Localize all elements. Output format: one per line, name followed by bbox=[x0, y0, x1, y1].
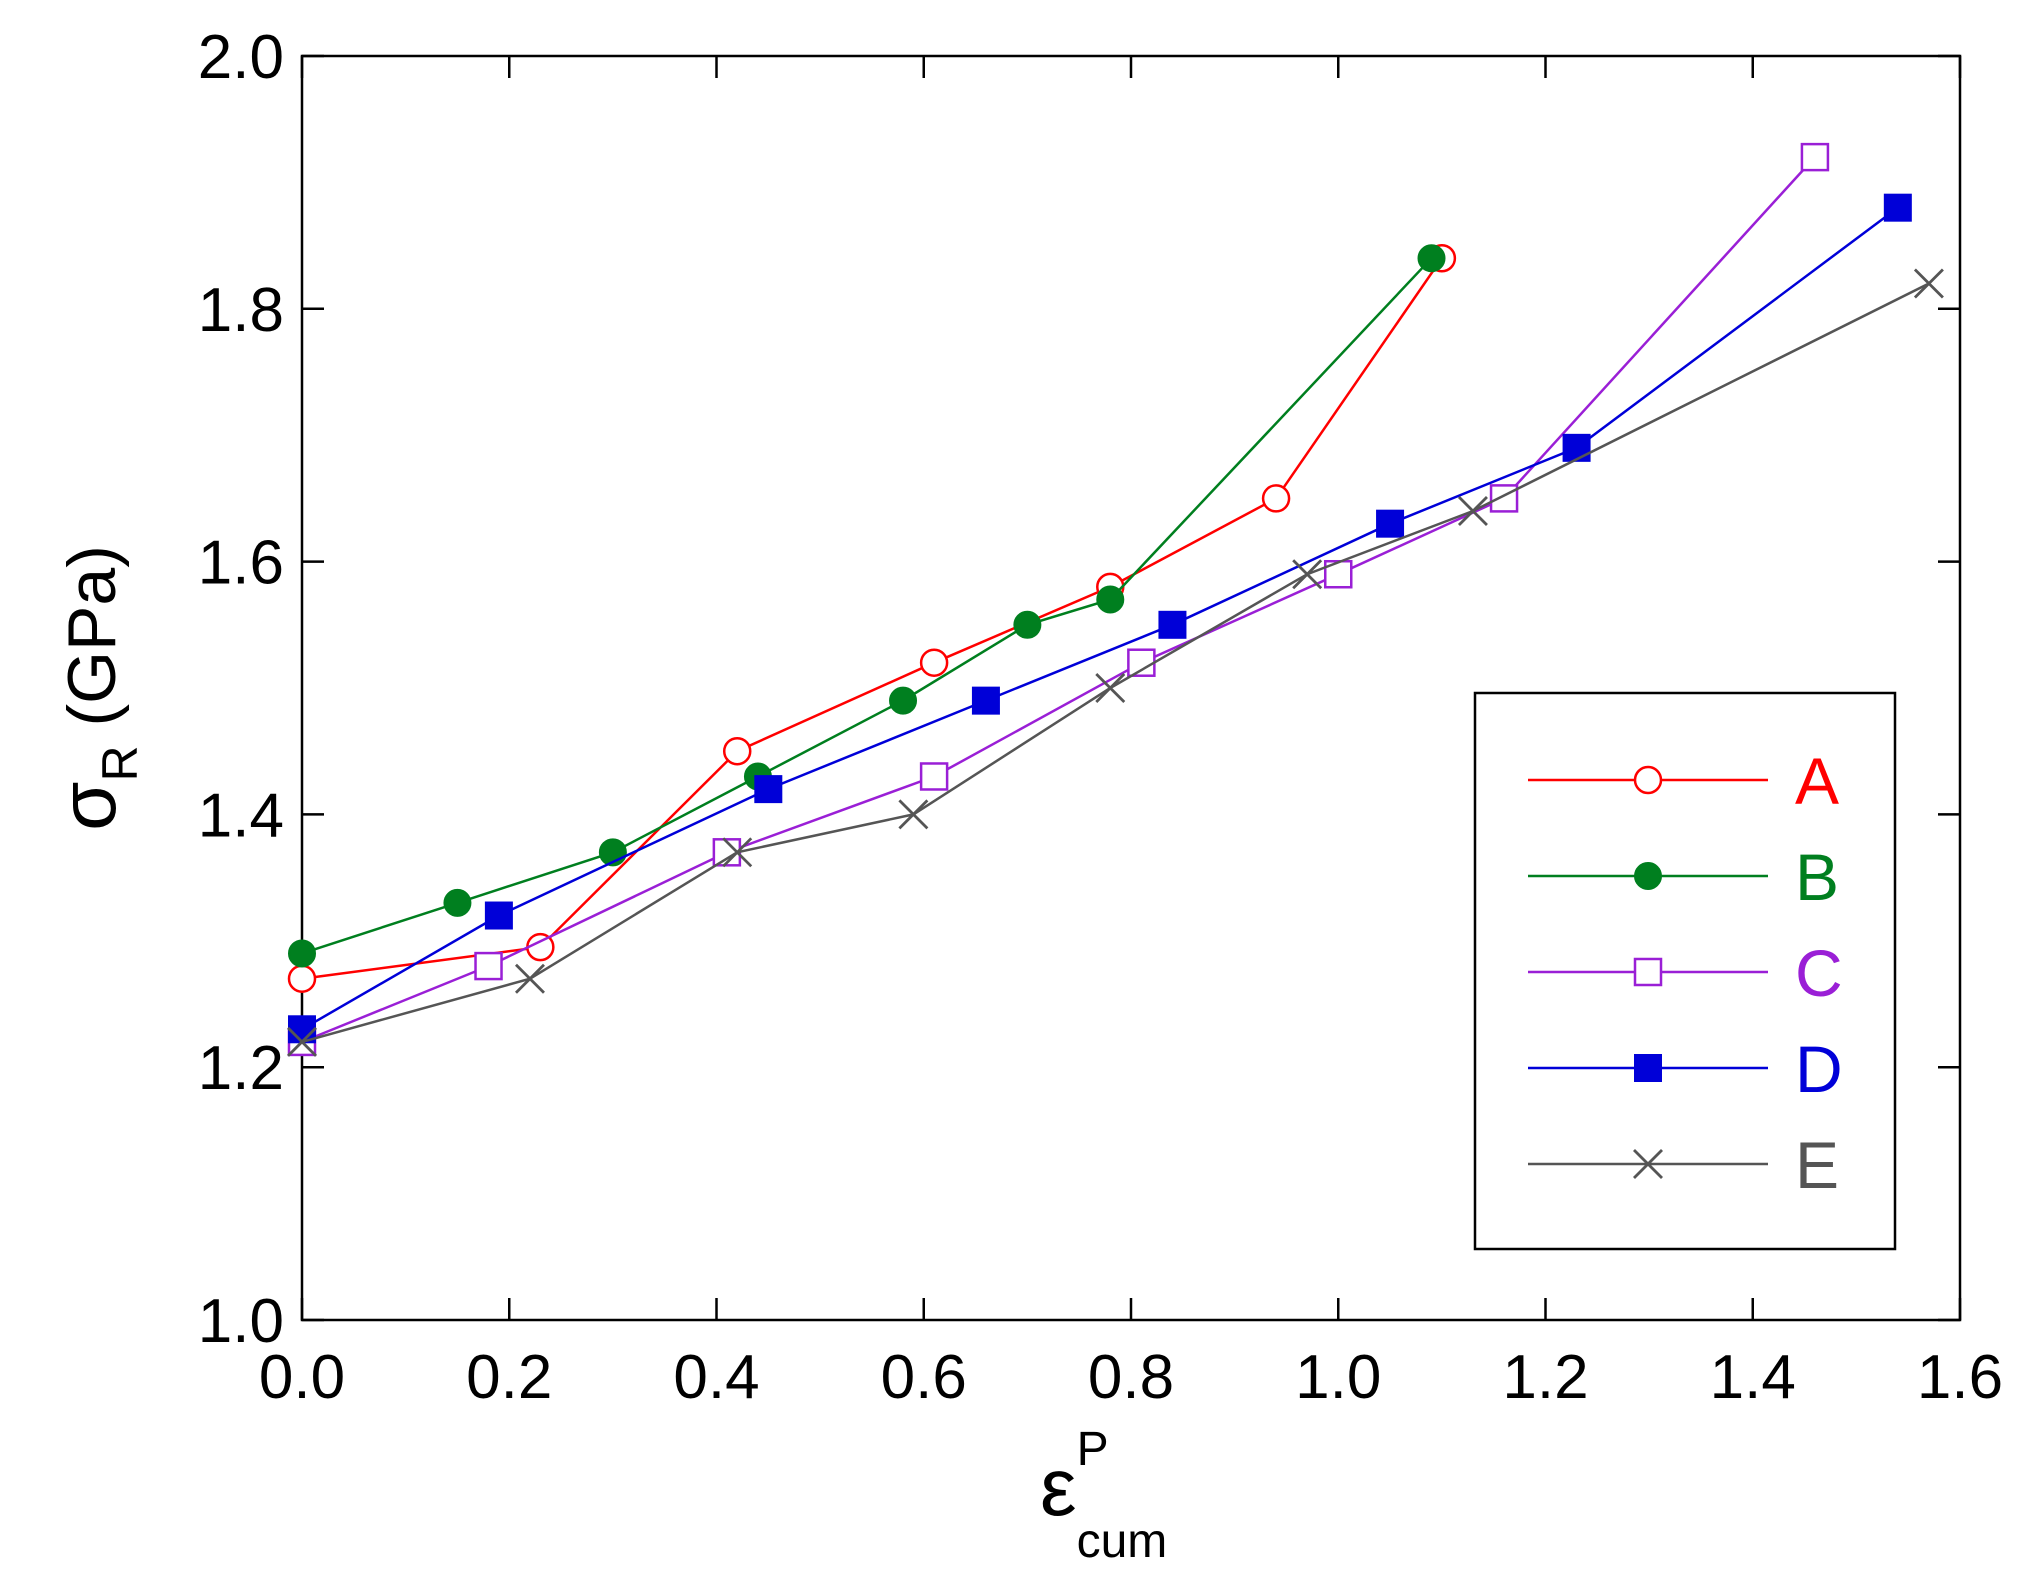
series-b-point bbox=[443, 888, 472, 917]
legend-marker-d bbox=[1634, 1054, 1662, 1082]
series-e-point bbox=[722, 837, 753, 868]
series-a-line bbox=[301, 257, 1443, 980]
series-d-point bbox=[754, 775, 783, 804]
x-tick-label: 1.4 bbox=[1710, 1343, 1796, 1412]
legend-entry-d: D bbox=[1528, 1032, 1843, 1106]
legend-marker-c bbox=[1633, 957, 1663, 987]
series-d-point bbox=[484, 901, 513, 930]
legend-label-c: C bbox=[1795, 936, 1843, 1010]
y-tick-label: 1.8 bbox=[198, 276, 284, 345]
series-e-point bbox=[1457, 496, 1488, 527]
y-axis-title-subscript: R bbox=[92, 745, 148, 781]
x-tick-label: 0.2 bbox=[466, 1343, 552, 1412]
y-tick-label: 2.0 bbox=[198, 23, 284, 92]
legend-marker-e bbox=[1633, 1149, 1663, 1179]
y-tick-label: 1.6 bbox=[198, 529, 284, 598]
series-c-point bbox=[919, 762, 949, 791]
series-c-point bbox=[1800, 142, 1830, 172]
series-b-point bbox=[1417, 244, 1446, 273]
series-d-point bbox=[1562, 433, 1591, 462]
x-axis-title-symbol: ε bbox=[1040, 1442, 1077, 1533]
series-b-point bbox=[1096, 585, 1125, 614]
legend-label-e: E bbox=[1795, 1128, 1839, 1202]
series-a-point bbox=[722, 736, 752, 766]
series-c-point bbox=[474, 951, 503, 981]
series-b-point bbox=[1013, 610, 1042, 639]
series-e-point bbox=[287, 1026, 317, 1057]
series-e-point bbox=[1913, 268, 1944, 299]
series-a-point bbox=[287, 964, 317, 993]
series-a-point bbox=[919, 648, 949, 677]
y-tick-label: 1.2 bbox=[198, 1034, 284, 1103]
series-c-point bbox=[1489, 484, 1519, 513]
series-d-point bbox=[971, 686, 1000, 715]
series-d-point bbox=[1376, 509, 1405, 538]
series-e-point bbox=[1095, 673, 1126, 703]
y-tick-label: 1.0 bbox=[198, 1287, 284, 1356]
svg-text:σR (GPa): σR (GPa) bbox=[43, 545, 148, 831]
series-b bbox=[288, 244, 1446, 968]
x-axis-title-superscript: P bbox=[1077, 1423, 1109, 1476]
series-d-point bbox=[1883, 193, 1912, 222]
y-axis-ticks: 1.0 1.2 1.4 1.6 1.8 2.0 bbox=[198, 23, 1960, 1356]
legend-marker-b bbox=[1634, 862, 1662, 890]
x-tick-label: 0.6 bbox=[881, 1343, 967, 1412]
series-layer bbox=[287, 142, 1944, 1057]
series-e-point bbox=[898, 799, 929, 830]
series-a bbox=[287, 243, 1457, 993]
series-d-point bbox=[1158, 610, 1187, 639]
x-axis-ticks: 0.0 0.2 0.4 0.6 0.8 1.0 1.2 1.4 1.6 bbox=[259, 56, 2003, 1412]
series-b-point bbox=[889, 686, 918, 715]
legend-entry-e: E bbox=[1528, 1128, 1839, 1202]
legend-entry-b: B bbox=[1528, 840, 1839, 914]
y-axis-title-unit: (GPa) bbox=[54, 545, 130, 726]
x-tick-label: 0.8 bbox=[1088, 1343, 1174, 1412]
series-c-line bbox=[301, 156, 1816, 1044]
series-e-point bbox=[514, 963, 545, 994]
x-tick-label: 0.4 bbox=[673, 1343, 759, 1412]
legend-entry-c: C bbox=[1528, 936, 1843, 1010]
legend-label-b: B bbox=[1795, 840, 1839, 914]
x-axis-title-subscript: cum bbox=[1077, 1515, 1168, 1568]
series-a-point bbox=[1261, 484, 1291, 513]
legend-label-d: D bbox=[1795, 1032, 1843, 1106]
series-d-line bbox=[301, 206, 1899, 1031]
legend-marker-a bbox=[1633, 765, 1663, 795]
x-tick-label: 0.0 bbox=[259, 1343, 345, 1412]
y-axis-title: σR (GPa) bbox=[43, 545, 148, 831]
series-e bbox=[287, 268, 1944, 1057]
series-c-point bbox=[1127, 648, 1156, 677]
x-tick-label: 1.2 bbox=[1502, 1343, 1588, 1412]
series-e-point bbox=[1292, 559, 1323, 590]
y-tick-label: 1.4 bbox=[198, 781, 284, 850]
x-axis-title: εP cum bbox=[1040, 1423, 1167, 1568]
y-axis-title-symbol: σ bbox=[43, 782, 132, 831]
legend-label-a: A bbox=[1795, 744, 1839, 818]
series-b-line bbox=[301, 257, 1433, 955]
x-tick-label: 1.0 bbox=[1295, 1343, 1381, 1412]
legend-entry-a: A bbox=[1528, 744, 1839, 818]
x-tick-label: 1.6 bbox=[1917, 1343, 2003, 1412]
series-e-line bbox=[301, 282, 1930, 1044]
series-b-point bbox=[288, 939, 316, 968]
series-d bbox=[288, 193, 1912, 1044]
